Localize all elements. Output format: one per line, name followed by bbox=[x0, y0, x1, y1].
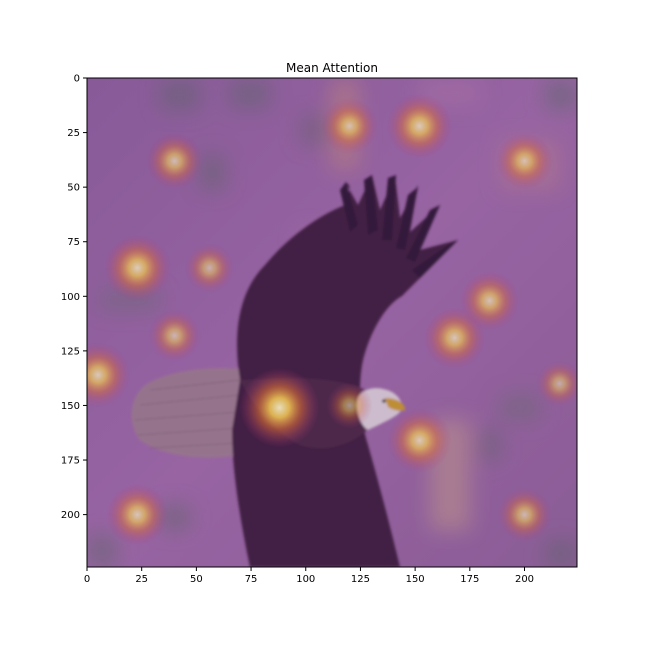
hotspot-15 bbox=[536, 360, 577, 407]
y-tick-label: 100 bbox=[61, 292, 80, 303]
hotspot-13 bbox=[185, 243, 234, 293]
x-tick-label: 75 bbox=[245, 574, 258, 585]
eagle-eye bbox=[382, 399, 386, 403]
axes-frame bbox=[86, 77, 578, 568]
hotspot-0 bbox=[239, 367, 320, 448]
x-tick-label: 100 bbox=[296, 574, 315, 585]
y-axis: 0 25 50 75 100 125 150 175 200 bbox=[61, 74, 87, 521]
y-tick-label: 175 bbox=[61, 456, 80, 467]
hotspot-10 bbox=[496, 132, 553, 190]
hotspots bbox=[87, 93, 577, 546]
x-tick-label: 25 bbox=[135, 574, 148, 585]
hotspot-4 bbox=[387, 408, 452, 473]
plot-area bbox=[87, 78, 577, 567]
y-tick-label: 150 bbox=[61, 401, 80, 412]
hotspot-9 bbox=[146, 132, 203, 190]
eagle-tail bbox=[131, 368, 250, 458]
eagle-feathers bbox=[340, 175, 458, 278]
hotspot-11 bbox=[497, 487, 552, 542]
hotspot-8 bbox=[321, 97, 378, 155]
x-tick-label: 175 bbox=[460, 574, 479, 585]
x-tick-label: 200 bbox=[515, 574, 534, 585]
x-tick-label: 150 bbox=[406, 574, 425, 585]
y-tick-label: 50 bbox=[67, 183, 80, 194]
eagle-beak bbox=[385, 398, 405, 411]
hotspot-14 bbox=[326, 382, 373, 429]
y-tick-label: 25 bbox=[67, 128, 80, 139]
y-tick-label: 75 bbox=[67, 237, 80, 248]
hotspot-12 bbox=[148, 309, 201, 362]
attention-overlay bbox=[87, 78, 577, 567]
y-tick-label: 200 bbox=[61, 510, 80, 521]
hotspot-5 bbox=[106, 483, 169, 546]
hotspot-3 bbox=[87, 342, 131, 408]
hotspot-2 bbox=[386, 93, 453, 159]
hotspot-7 bbox=[459, 271, 520, 331]
hotspot-1 bbox=[103, 234, 171, 302]
y-tick-label: 0 bbox=[74, 74, 80, 85]
y-tick-label: 125 bbox=[61, 346, 80, 357]
x-axis: 0 25 50 75 100 125 150 175 200 bbox=[84, 567, 534, 585]
x-tick-label: 0 bbox=[84, 574, 90, 585]
x-tick-label: 125 bbox=[351, 574, 370, 585]
eagle-wing bbox=[232, 175, 458, 567]
x-tick-label: 50 bbox=[190, 574, 203, 585]
chart-title: Mean Attention bbox=[286, 61, 378, 75]
